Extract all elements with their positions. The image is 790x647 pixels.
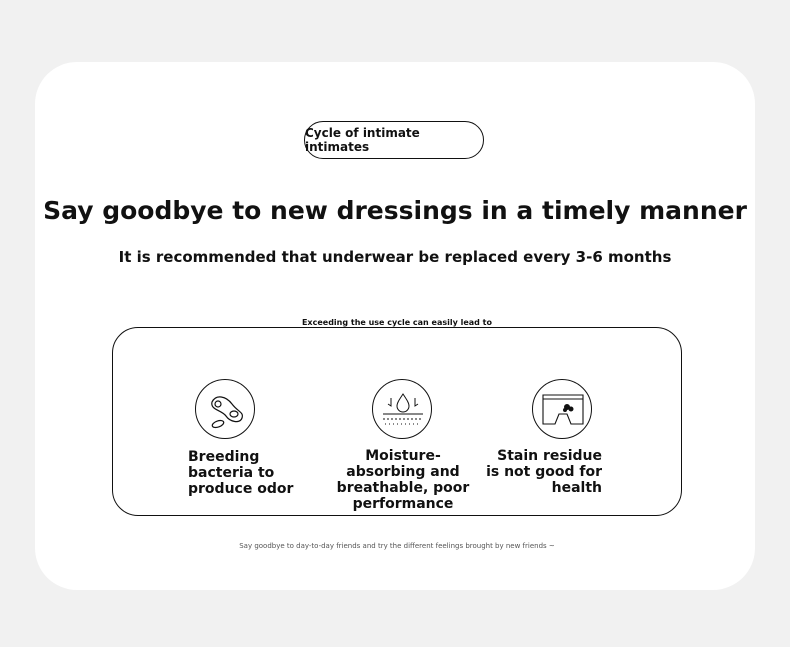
- moisture-drop-icon: [372, 379, 432, 439]
- stained-underwear-icon: [532, 379, 592, 439]
- item-stain-label: Stain residue is not good for health: [486, 448, 602, 496]
- bacteria-icon: [195, 379, 255, 439]
- page-title: Say goodbye to new dressings in a timely…: [43, 196, 747, 225]
- footer-text: Say goodbye to day-to-day friends and tr…: [239, 542, 555, 550]
- item-bacteria-label: Breeding bacteria to produce odor: [188, 449, 294, 497]
- item-moisture-label: Moisture-absorbing and breathable, poor …: [336, 448, 470, 512]
- cycle-badge: Cycle of intimate intimates: [304, 121, 484, 159]
- page-subtitle: It is recommended that underwear be repl…: [118, 248, 672, 266]
- consequences-box: [112, 327, 682, 516]
- box-label: Exceeding the use cycle can easily lead …: [297, 318, 497, 327]
